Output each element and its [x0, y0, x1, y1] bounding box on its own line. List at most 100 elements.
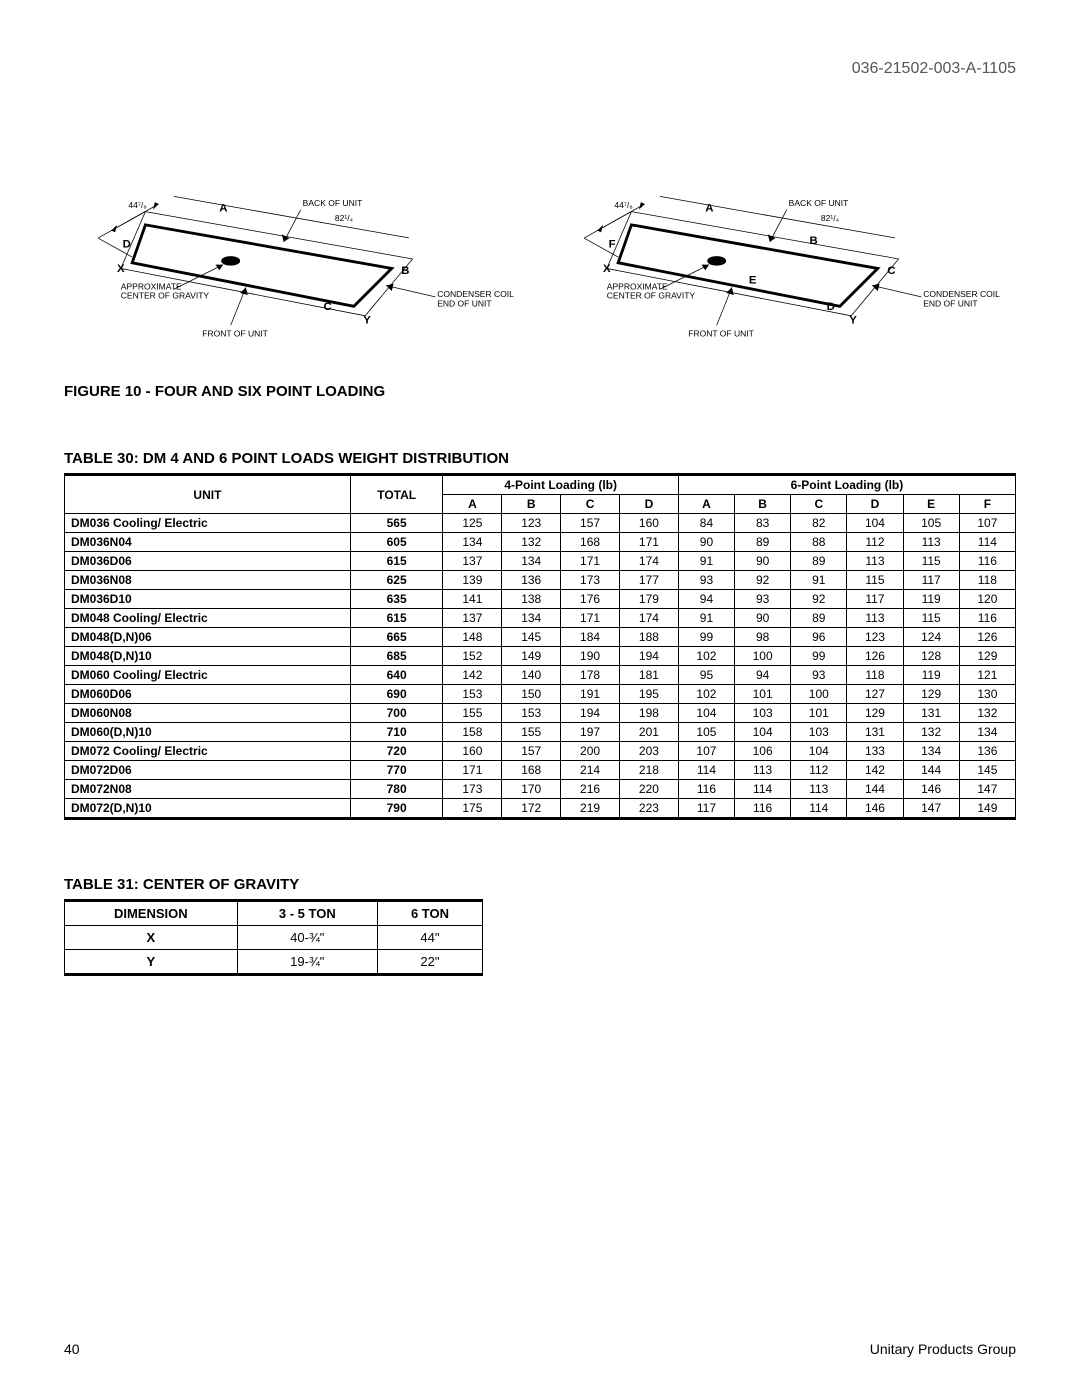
cell: 157 [561, 514, 620, 533]
point-D: D [123, 239, 131, 251]
cog-header: 3 - 5 TON [237, 901, 378, 926]
pt-E: E [749, 275, 757, 287]
cell: 195 [619, 685, 678, 704]
cell: 105 [903, 514, 959, 533]
cell: 100 [791, 685, 847, 704]
back-of-unit-label-6: BACK OF UNIT [789, 198, 849, 208]
cog-dot [221, 256, 240, 265]
table-row: DM036N08625139136173177939291115117118 [65, 571, 1016, 590]
cell: 93 [678, 571, 734, 590]
cell: 176 [561, 590, 620, 609]
cell: 615 [350, 609, 443, 628]
cell: 118 [847, 666, 903, 685]
cell: 170 [502, 780, 561, 799]
cell: 90 [735, 609, 791, 628]
pt-A: A [705, 203, 713, 215]
cell: 94 [678, 590, 734, 609]
cell: 99 [791, 647, 847, 666]
cell: 158 [443, 723, 502, 742]
cell: 780 [350, 780, 443, 799]
table-row: DM036N04605134132168171908988112113114 [65, 533, 1016, 552]
cell: 22" [378, 950, 483, 975]
page-number: 40 [64, 1341, 80, 1357]
cell: 134 [443, 533, 502, 552]
table-row: DM048(D,N)106851521491901941021009912612… [65, 647, 1016, 666]
cell: 155 [443, 704, 502, 723]
cell: X [65, 926, 238, 950]
cell: 114 [735, 780, 791, 799]
cell: 115 [903, 609, 959, 628]
table30-caption: TABLE 30: DM 4 AND 6 POINT LOADS WEIGHT … [64, 450, 1016, 467]
dim-length-label: 82¹/₄ [335, 213, 354, 223]
cell: 82 [791, 514, 847, 533]
x-axis-label-6: X [603, 263, 611, 275]
table31: DIMENSION3 - 5 TON6 TON X40-¾"44"Y19-¾"2… [64, 899, 483, 976]
hdr-unit: UNIT [65, 475, 351, 514]
pt-C: C [887, 265, 895, 277]
cell: 93 [791, 666, 847, 685]
pt-D: D [827, 301, 835, 313]
cell: 131 [903, 704, 959, 723]
footer-org: Unitary Products Group [870, 1341, 1016, 1357]
cell: 198 [619, 704, 678, 723]
table-row: DM060 Cooling/ Electric64014214017818195… [65, 666, 1016, 685]
cell: 129 [959, 647, 1015, 666]
hdr4-C: C [561, 495, 620, 514]
cog-header: 6 TON [378, 901, 483, 926]
cell: 89 [791, 609, 847, 628]
cell: 115 [903, 552, 959, 571]
cell: 104 [678, 704, 734, 723]
cell: 133 [847, 742, 903, 761]
cell: 190 [561, 647, 620, 666]
cell: DM036D10 [65, 590, 351, 609]
cell: 144 [903, 761, 959, 780]
cog-label-1: APPROXIMATE [121, 281, 182, 291]
cell: DM060N08 [65, 704, 351, 723]
cell: DM060 Cooling/ Electric [65, 666, 351, 685]
cell: 84 [678, 514, 734, 533]
dim-width-label-6: 44⁷/₈ [614, 200, 633, 210]
y-axis-label-6: Y [849, 314, 857, 326]
cell: 116 [959, 552, 1015, 571]
cell: 178 [561, 666, 620, 685]
cell: 113 [847, 609, 903, 628]
cell: 148 [443, 628, 502, 647]
hdr6-A: A [678, 495, 734, 514]
cell: 91 [678, 552, 734, 571]
cell: 139 [443, 571, 502, 590]
cell: 145 [502, 628, 561, 647]
cell: 126 [847, 647, 903, 666]
cell: Y [65, 950, 238, 975]
cell: 144 [847, 780, 903, 799]
cell: DM072 Cooling/ Electric [65, 742, 351, 761]
cell: 685 [350, 647, 443, 666]
hdr4-A: A [443, 495, 502, 514]
cell: 134 [903, 742, 959, 761]
cell: DM048(D,N)06 [65, 628, 351, 647]
front-of-unit-label-6: FRONT OF UNIT [688, 329, 754, 339]
cell: 171 [561, 609, 620, 628]
cell: 40-¾" [237, 926, 378, 950]
cell: 129 [903, 685, 959, 704]
cog-label-1-6: APPROXIMATE [607, 281, 668, 291]
cell: 174 [619, 609, 678, 628]
cell: 117 [678, 799, 734, 819]
cell: 173 [443, 780, 502, 799]
cell: 216 [561, 780, 620, 799]
cell: 90 [678, 533, 734, 552]
point-C: C [324, 301, 332, 313]
cell: 665 [350, 628, 443, 647]
pt-F: F [609, 239, 616, 251]
cell: 102 [678, 647, 734, 666]
cell: 91 [678, 609, 734, 628]
cell: 201 [619, 723, 678, 742]
table31-caption: TABLE 31: CENTER OF GRAVITY [64, 876, 1016, 893]
cell: 103 [735, 704, 791, 723]
cell: 174 [619, 552, 678, 571]
cell: 107 [959, 514, 1015, 533]
cell: 635 [350, 590, 443, 609]
cell: DM036N04 [65, 533, 351, 552]
cell: 128 [903, 647, 959, 666]
table-row: DM072 Cooling/ Electric72016015720020310… [65, 742, 1016, 761]
cell: 150 [502, 685, 561, 704]
